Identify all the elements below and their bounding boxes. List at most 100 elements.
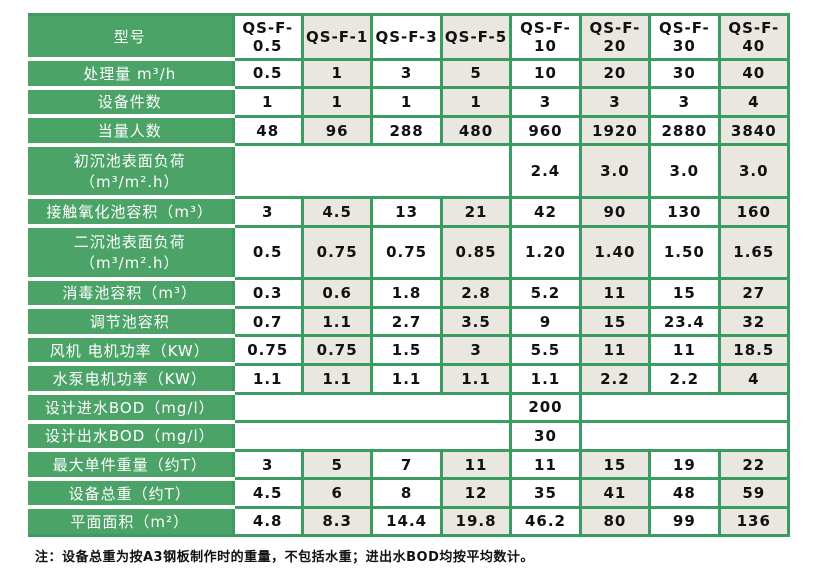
value-cell: 4.5 [300, 196, 374, 228]
model-header-cell: QS-F-30 [648, 13, 721, 61]
value-cell: 3 [578, 86, 652, 118]
table-row: 初沉池表面负荷（m³/m².h） 2.4 3.0 3.0 3.0 [28, 142, 791, 199]
value-cell: 160 [717, 196, 791, 228]
value-cell: 22 [717, 448, 791, 481]
header-row: 型号 QS-F-0.5 QS-F-1 QS-F-3 QS-F-5 QS-F-10 QS-F-… [28, 13, 791, 61]
value-cell: 2.4 [509, 143, 582, 199]
value-cell: 48 [648, 477, 721, 509]
row-label: 水泵电机功率（KW） [28, 362, 234, 394]
value-cell: 1.1 [509, 362, 582, 395]
empty-cell [231, 391, 513, 424]
value-cell: 1.50 [648, 224, 721, 281]
value-cell: 90 [578, 196, 652, 228]
value-cell: 3.0 [648, 143, 721, 199]
row-label: 处理量 m³/h [28, 57, 234, 88]
spec-table-body: 型号 QS-F-0.5 QS-F-1 QS-F-3 QS-F-5 QS-F-10 QS-F-… [28, 13, 791, 538]
table-row: 风机 电机功率（KW） 0.75 0.75 1.5 3 5.5 11 11 18.5 [28, 333, 791, 366]
value-cell: 3 [231, 196, 304, 228]
empty-cell [231, 143, 513, 199]
table-row: 调节池容积 0.7 1.1 2.7 3.5 9 15 23.4 32 [28, 305, 791, 338]
row-label: 当量人数 [28, 114, 234, 145]
value-cell: 3.5 [439, 305, 513, 338]
value-cell: 2.8 [439, 277, 513, 309]
model-header-cell: QS-F-10 [509, 13, 582, 61]
value-cell: 1.5 [370, 334, 443, 366]
empty-cell [578, 391, 791, 424]
empty-cell [578, 420, 791, 452]
value-cell: 46.2 [509, 505, 582, 538]
empty-cell [231, 420, 513, 452]
value-cell: 32 [717, 305, 791, 338]
value-cell: 7 [370, 448, 443, 481]
value-cell: 130 [648, 196, 721, 228]
value-cell: 0.75 [231, 334, 304, 366]
row-label: 设备总重（约T） [28, 476, 234, 508]
value-cell: 35 [509, 477, 582, 509]
value-cell: 1.8 [370, 277, 443, 309]
value-cell: 8 [370, 477, 443, 509]
table-row: 设计出水BOD（mg/l） 30 [28, 419, 791, 452]
table-row: 二沉池表面负荷（m³/m².h） 0.5 0.75 0.75 0.85 1.20 1.40 1… [28, 224, 791, 281]
value-cell: 3.0 [578, 143, 652, 199]
value-cell: 8.3 [300, 505, 374, 538]
value-cell: 27 [717, 277, 791, 309]
value-cell: 1.40 [578, 224, 652, 281]
row-label: 二沉池表面负荷（m³/m².h） [28, 224, 234, 279]
value-cell: 15 [578, 305, 652, 338]
value-cell: 9 [509, 305, 582, 338]
value-cell: 2.7 [370, 305, 443, 338]
row-label: 消毒池容积（m³） [28, 276, 234, 308]
value-cell: 288 [370, 114, 443, 147]
value-cell: 136 [717, 505, 791, 538]
row-label: 型号 [28, 13, 234, 60]
value-cell: 1.1 [439, 362, 513, 395]
value-cell: 11 [578, 277, 652, 309]
value-cell: 14.4 [370, 505, 443, 538]
value-cell: 80 [578, 505, 652, 538]
value-cell: 11 [578, 334, 652, 366]
value-cell: 23.4 [648, 305, 721, 338]
value-cell: 1920 [578, 114, 652, 147]
value-cell: 1 [300, 86, 374, 118]
model-header-cell: QS-F-0.5 [231, 13, 304, 61]
value-cell: 0.6 [300, 277, 374, 309]
model-header-cell: QS-F-20 [578, 13, 652, 61]
value-cell: 40 [717, 57, 791, 90]
value-cell: 1.1 [300, 362, 374, 395]
model-header-cell: QS-F-5 [439, 13, 513, 61]
row-label: 风机 电机功率（KW） [28, 333, 234, 365]
value-cell: 0.85 [439, 224, 513, 281]
value-cell: 1.20 [509, 224, 582, 281]
value-cell: 5.5 [509, 334, 582, 366]
value-cell: 12 [439, 477, 513, 509]
value-cell: 1 [370, 86, 443, 118]
value-cell: 5 [439, 57, 513, 90]
value-cell: 30 [648, 57, 721, 90]
value-cell: 0.75 [370, 224, 443, 281]
value-cell: 0.3 [231, 277, 304, 309]
value-cell: 11 [648, 334, 721, 366]
value-cell: 1.1 [370, 362, 443, 395]
table-row: 处理量 m³/h 0.5 1 3 5 10 20 30 40 [28, 57, 791, 90]
value-cell: 3 [370, 57, 443, 90]
value-cell: 3 [231, 448, 304, 481]
value-cell: 0.5 [231, 224, 304, 281]
value-cell: 2.2 [648, 362, 721, 395]
row-label: 设计出水BOD（mg/l） [28, 419, 234, 451]
value-cell: 13 [370, 196, 443, 228]
row-label: 最大单件重量（约T） [28, 448, 234, 479]
value-cell: 0.75 [300, 334, 374, 366]
table-row: 当量人数 48 96 288 480 960 1920 2880 3840 [28, 114, 791, 147]
value-cell: 2880 [648, 114, 721, 147]
value-cell: 20 [578, 57, 652, 90]
value-cell: 42 [509, 196, 582, 228]
value-cell: 3 [509, 86, 582, 118]
model-header-cell: QS-F-3 [370, 13, 443, 61]
value-cell: 1 [300, 57, 374, 90]
row-label: 平面面积（m²） [28, 505, 234, 538]
value-cell: 59 [717, 477, 791, 509]
value-cell: 19.8 [439, 505, 513, 538]
value-cell: 0.7 [231, 305, 304, 338]
value-cell: 1.1 [231, 362, 304, 395]
value-cell: 3.0 [717, 143, 791, 199]
